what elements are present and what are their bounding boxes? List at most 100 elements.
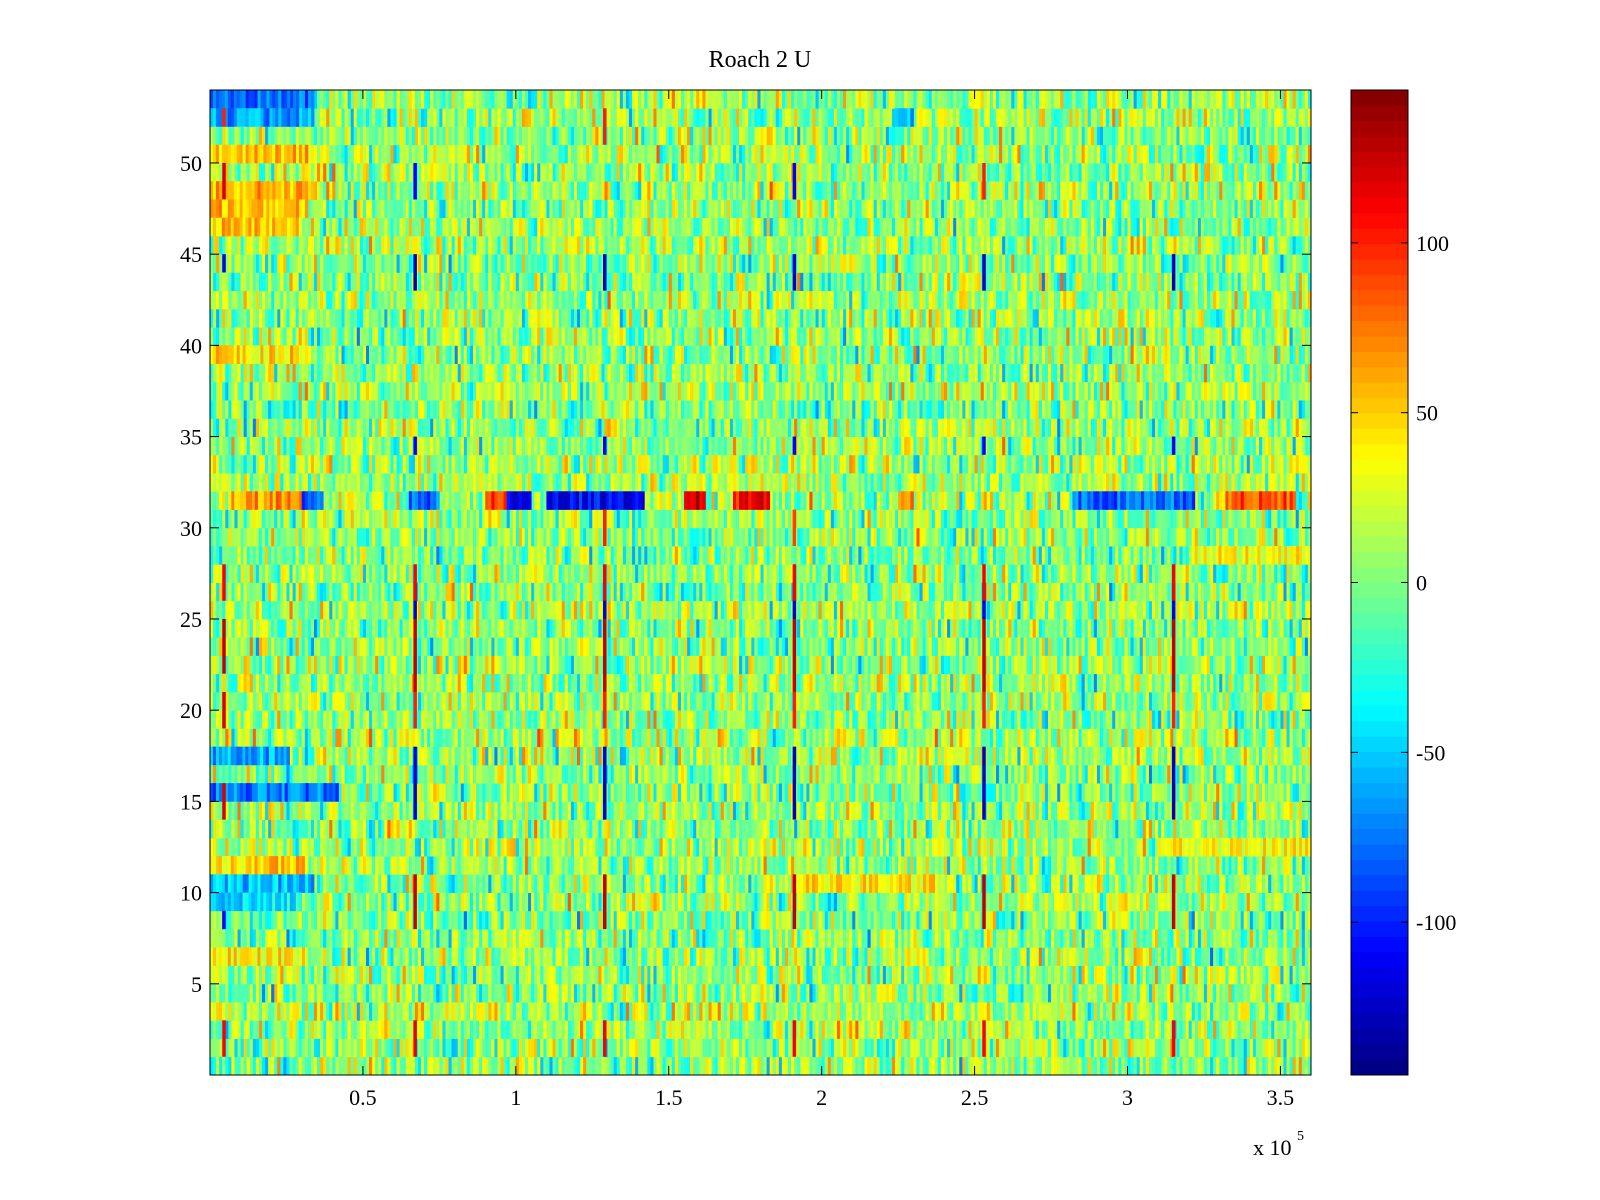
- heatmap-cell: [892, 965, 896, 985]
- heatmap-cell: [1136, 874, 1141, 893]
- heatmap-cell: [901, 856, 905, 875]
- heatmap-cell: [956, 1056, 960, 1075]
- heatmap-cell: [1124, 1056, 1128, 1075]
- heatmap-cell: [797, 929, 801, 948]
- heatmap-cell: [598, 965, 602, 985]
- heatmap-cell: [1057, 1056, 1061, 1075]
- heatmap-cell: [1237, 874, 1242, 893]
- heatmap-cell: [1301, 1020, 1306, 1039]
- heatmap-cell: [1307, 1038, 1311, 1058]
- heatmap-cell: [442, 892, 446, 912]
- heatmap-cell: [289, 1002, 293, 1021]
- heatmap-cell: [916, 1056, 920, 1075]
- heatmap-cell: [944, 910, 948, 930]
- heatmap-cell: [381, 965, 385, 985]
- heatmap-cell: [528, 929, 532, 948]
- heatmap-cell: [1161, 1038, 1165, 1058]
- heatmap-cell: [684, 874, 688, 893]
- heatmap-cell: [879, 983, 884, 1003]
- heatmap-cell: [925, 837, 930, 857]
- heatmap-cell: [607, 1002, 612, 1021]
- heatmap-cell: [968, 929, 972, 948]
- heatmap-cell: [549, 819, 553, 839]
- heatmap-cell: [546, 1038, 550, 1058]
- heatmap-cell: [913, 947, 917, 966]
- heatmap-cell: [1142, 874, 1147, 893]
- heatmap-cell: [448, 874, 453, 893]
- heatmap-cell: [1295, 983, 1300, 1003]
- heatmap-cell: [959, 965, 963, 985]
- heatmap-cell: [304, 1056, 309, 1075]
- heatmap-cell: [625, 947, 630, 966]
- heatmap-cell: [757, 1020, 761, 1039]
- heatmap-cell: [653, 929, 657, 948]
- heatmap-cell: [317, 837, 321, 857]
- heatmap-cell: [329, 965, 333, 985]
- heatmap-cell: [1237, 1056, 1242, 1075]
- heatmap-cell: [387, 892, 391, 912]
- heatmap-cell: [1124, 1002, 1128, 1021]
- heatmap-cell: [662, 837, 667, 857]
- heatmap-cell: [488, 1056, 492, 1075]
- heatmap-cell: [1262, 1002, 1266, 1021]
- heatmap-cell: [1170, 819, 1174, 839]
- heatmap-cell: [925, 1002, 930, 1021]
- heatmap-cell: [365, 947, 370, 966]
- heatmap-cell: [910, 910, 914, 930]
- heatmap-cell: [1017, 856, 1021, 875]
- heatmap-cell: [922, 819, 927, 839]
- heatmap-cell: [959, 1038, 963, 1058]
- heatmap-cell: [240, 1020, 245, 1039]
- heatmap-cell: [635, 837, 639, 857]
- heatmap-cell: [809, 1056, 813, 1075]
- heatmap-cell: [515, 929, 520, 948]
- heatmap-cell: [778, 929, 783, 948]
- heatmap-cell: [384, 892, 388, 912]
- heatmap-cell: [292, 837, 297, 857]
- heatmap-cell: [729, 856, 734, 875]
- heatmap-cell: [635, 910, 639, 930]
- heatmap-cell: [460, 892, 465, 912]
- heatmap-cell: [775, 1002, 780, 1021]
- heatmap-cell: [977, 929, 982, 948]
- heatmap-cell: [595, 1056, 599, 1075]
- heatmap-cell: [662, 965, 667, 985]
- heatmap-cell: [714, 1038, 719, 1058]
- heatmap-cell: [1023, 892, 1027, 912]
- heatmap-cell: [1179, 1020, 1183, 1039]
- heatmap-cell: [586, 983, 590, 1003]
- heatmap-cell: [711, 837, 716, 857]
- heatmap-cell: [589, 1038, 593, 1058]
- heatmap-cell: [509, 837, 514, 857]
- heatmap-cell: [888, 983, 893, 1003]
- heatmap-cell: [454, 856, 459, 875]
- heatmap-cell: [882, 1002, 887, 1021]
- heatmap-cell: [659, 983, 664, 1003]
- heatmap-cell: [457, 910, 462, 930]
- heatmap-cell: [213, 1056, 217, 1075]
- heatmap-cell: [809, 947, 813, 966]
- heatmap-cell: [696, 1020, 700, 1039]
- heatmap-cell: [965, 1020, 969, 1039]
- heatmap-cell: [812, 910, 816, 930]
- heatmap-cell: [1274, 1038, 1278, 1058]
- heatmap-cell: [702, 1020, 706, 1039]
- heatmap-cell: [662, 929, 667, 948]
- heatmap-cell: [995, 892, 1000, 912]
- heatmap-cell: [1252, 983, 1257, 1003]
- heatmap-cell: [613, 837, 618, 857]
- heatmap-cell: [307, 965, 312, 985]
- heatmap-cell: [1084, 1038, 1089, 1058]
- heatmap-cell: [317, 856, 321, 875]
- heatmap-cell: [843, 929, 847, 948]
- heatmap-cell: [885, 965, 890, 985]
- heatmap-cell: [852, 910, 856, 930]
- heatmap-cell: [1133, 983, 1138, 1003]
- heatmap-cell: [668, 947, 673, 966]
- heatmap-cell: [742, 1020, 746, 1039]
- heatmap-cell: [460, 1056, 465, 1075]
- heatmap-cell: [625, 837, 630, 857]
- heatmap-cell: [610, 1056, 615, 1075]
- heatmap-cell: [1020, 892, 1024, 912]
- heatmap-cell: [1130, 874, 1135, 893]
